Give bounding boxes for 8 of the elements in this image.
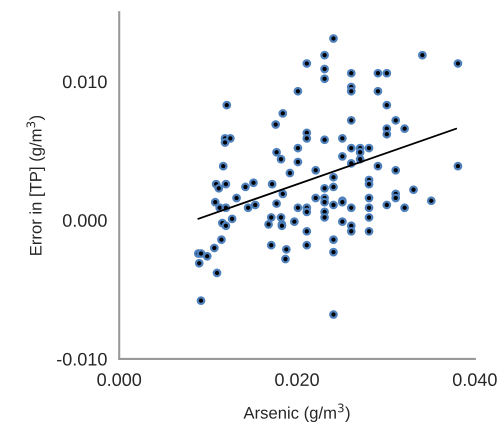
y-tick-label: 0.010 xyxy=(62,75,107,88)
x-axis-title: Arsenic (g/m$^{3}$) xyxy=(243,404,350,422)
x-tick-label: 0.040 xyxy=(452,373,497,386)
x-tick-label: 0.020 xyxy=(275,373,319,386)
x-tick-label: 0.000 xyxy=(97,373,142,386)
y-axis-title: Error in [TP] (g/m$^{3}$) xyxy=(26,116,45,255)
y-tick-label: -0.010 xyxy=(57,352,107,366)
y-tick-label: 0.000 xyxy=(62,214,107,227)
